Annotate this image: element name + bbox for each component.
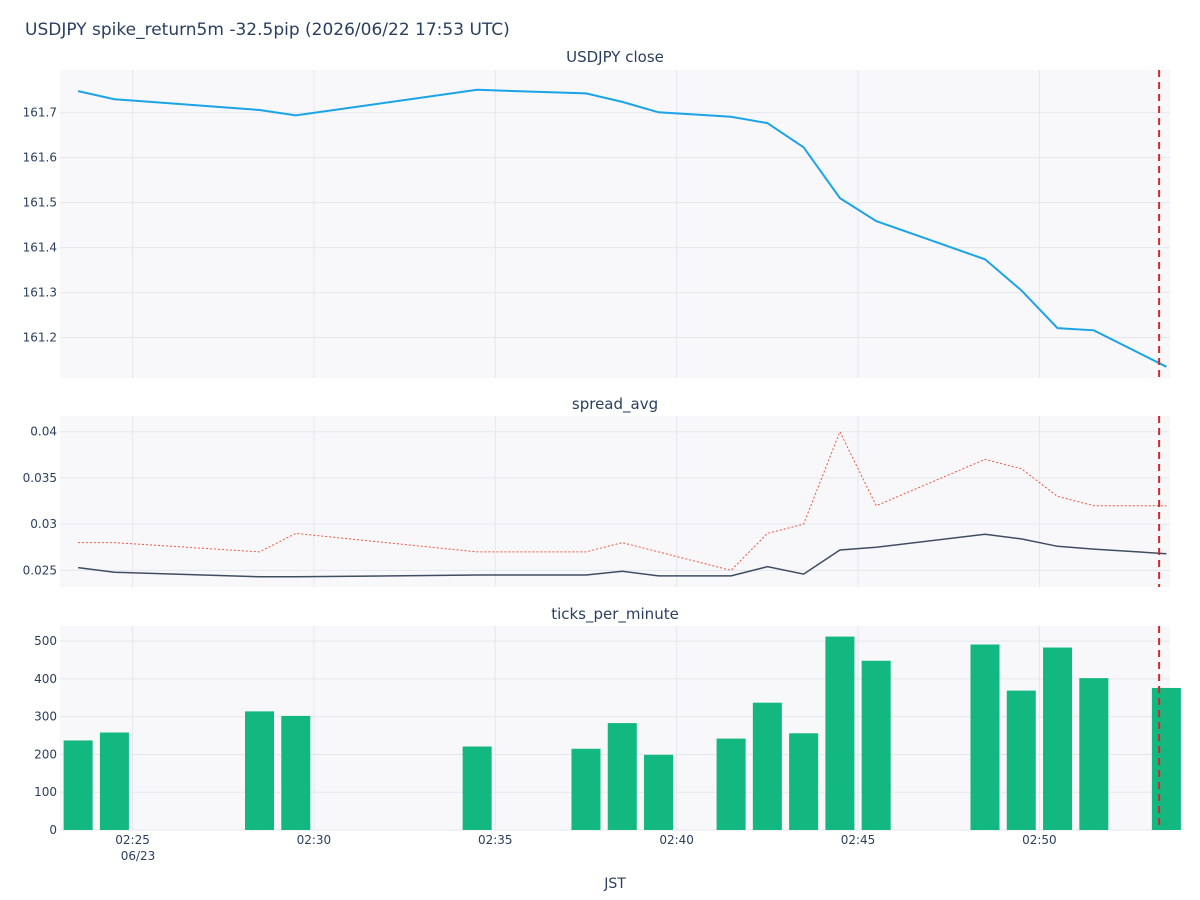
x-tick-label: 02:50: [1022, 833, 1057, 847]
close-plot-area: [60, 70, 1170, 378]
close-line: [77, 88, 1167, 368]
y-tick-label: 161.2: [23, 331, 57, 345]
y-tick-label: 161.3: [23, 286, 57, 300]
close-panel-title: USDJPY close: [566, 48, 664, 66]
y-tick-label: 200: [34, 747, 57, 761]
close-series: [77, 88, 1167, 368]
y-tick-label: 0.03: [30, 517, 57, 531]
y-tick-label: 300: [34, 710, 57, 724]
ticks-bars: [63, 636, 1181, 830]
y-tick-label: 161.5: [23, 196, 57, 210]
close-y-ticks: 161.2 161.3 161.4 161.5 161.6 161.7: [23, 106, 57, 345]
x-tick-label: 02:30: [297, 833, 332, 847]
tick-bar: [1151, 687, 1181, 830]
x-tick-label: 02:45: [841, 833, 876, 847]
tick-bar: [861, 660, 891, 830]
spread-dotted-line: [78, 430, 1167, 571]
tick-bar: [970, 644, 1000, 830]
tick-bar: [607, 723, 637, 830]
y-tick-label: 400: [34, 672, 57, 686]
x-axis-title: JST: [603, 876, 626, 892]
tick-bar: [63, 740, 93, 830]
ticks-panel-title: ticks_per_minute: [551, 605, 679, 624]
tick-bar: [1043, 647, 1073, 830]
y-tick-label: 0.04: [30, 425, 57, 439]
tick-bar: [825, 636, 855, 830]
tick-bar: [99, 732, 129, 830]
y-tick-label: 161.7: [23, 106, 57, 120]
spread-grid: [60, 416, 1170, 587]
x-tick-label: 02:35: [478, 833, 513, 847]
spread-solid-line: [78, 533, 1167, 578]
y-tick-label: 161.4: [23, 241, 57, 255]
x-tick-label: 02:25: [115, 833, 150, 847]
chart-title: USDJPY spike_return5m -32.5pip (2026/06/…: [25, 20, 510, 40]
tick-bar: [1006, 690, 1036, 830]
tick-bar: [281, 715, 311, 830]
close-grid: [60, 70, 1170, 378]
y-tick-label: 100: [34, 785, 57, 799]
spread-series: [78, 430, 1167, 578]
y-tick-label: 0: [49, 823, 57, 837]
tick-bar: [1079, 678, 1109, 830]
tick-bar: [644, 754, 674, 830]
tick-bar: [245, 711, 275, 830]
spread-panel-title: spread_avg: [572, 395, 658, 414]
x-tick-label: 02:40: [659, 833, 694, 847]
y-tick-label: 500: [34, 634, 57, 648]
y-tick-label: 0.025: [23, 563, 57, 577]
ticks-y-ticks: 0 100 200 300 400 500: [34, 634, 57, 837]
x-date-label: 06/23: [121, 849, 156, 863]
tick-bar: [571, 748, 601, 830]
tick-bar: [752, 702, 782, 830]
spread-plot-area: [60, 416, 1170, 587]
spread-y-ticks: 0.025 0.03 0.035 0.04: [23, 425, 57, 578]
tick-bar: [789, 733, 819, 830]
x-axis-ticks: 02:25 02:30 02:35 02:40 02:45 02:50: [115, 833, 1056, 847]
tick-bar: [462, 746, 492, 830]
y-tick-label: 161.6: [23, 151, 57, 165]
tick-bar: [716, 738, 746, 830]
y-tick-label: 0.035: [23, 471, 57, 485]
